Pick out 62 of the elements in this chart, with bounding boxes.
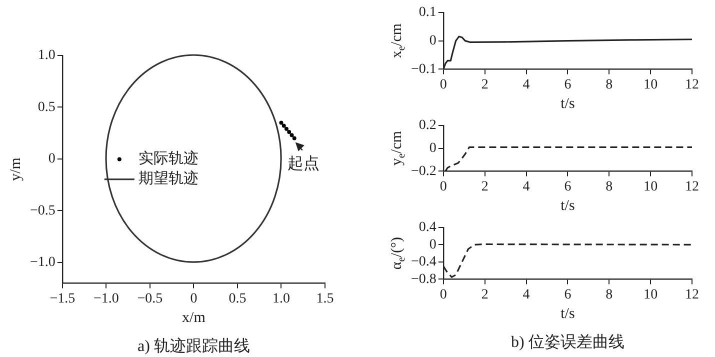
y-tick-label: −0.1 bbox=[410, 62, 436, 77]
y-axis-title: ye/cm bbox=[388, 130, 408, 166]
y-tick-label: 0.4 bbox=[418, 220, 436, 236]
y-tick-label: 0 bbox=[48, 152, 56, 167]
y-tick-label: 0 bbox=[429, 140, 436, 156]
x-tick-label: 6 bbox=[564, 77, 572, 92]
x-tick-label: 2 bbox=[481, 77, 488, 92]
x-tick-label: 10 bbox=[644, 77, 658, 92]
point bbox=[292, 136, 296, 140]
x-tick-label: 6 bbox=[564, 179, 572, 194]
y-tick-label: 1.0 bbox=[38, 48, 56, 64]
point bbox=[284, 126, 288, 131]
x-tick-label: 12 bbox=[685, 77, 699, 92]
x-tick-label: −1.5 bbox=[50, 291, 76, 306]
y-tick-label: −0.4 bbox=[410, 254, 436, 270]
x-tick-label: 1.5 bbox=[316, 291, 334, 306]
x-tick-label: 8 bbox=[606, 77, 613, 92]
x-tick-label: 10 bbox=[644, 287, 658, 302]
x-tick-label: 0 bbox=[440, 77, 447, 92]
x-tick-label: −1.0 bbox=[93, 291, 119, 306]
x-tick-label: 12 bbox=[685, 179, 699, 194]
legend-label: 实际轨迹 bbox=[138, 150, 198, 168]
y-axis-title: y/m bbox=[8, 157, 24, 181]
x-tick-label: 4 bbox=[522, 77, 530, 92]
y-tick-label: 0 bbox=[429, 33, 436, 48]
x-tick-label: 10 bbox=[644, 179, 658, 194]
x-tick-label: 6 bbox=[564, 287, 572, 302]
y-tick-label: −1.0 bbox=[30, 255, 56, 270]
y-axis-title: αe/(°) bbox=[388, 236, 408, 270]
y-tick-label: −0.2 bbox=[410, 164, 436, 179]
y-tick-label: 0.2 bbox=[418, 118, 436, 134]
y-tick-label: −0.8 bbox=[410, 272, 436, 287]
text: a) 轨迹跟踪曲线 bbox=[137, 337, 250, 356]
x-tick-label: 0 bbox=[190, 291, 198, 306]
x-tick-label: 2 bbox=[481, 287, 488, 302]
x-axis-title: x/m bbox=[182, 310, 206, 326]
annotation: 起点 bbox=[287, 154, 320, 172]
x-tick-label: 0.5 bbox=[228, 291, 246, 306]
y-axis-title: xe/cm bbox=[388, 23, 408, 58]
point bbox=[290, 133, 294, 138]
y-tick-label: 0 bbox=[429, 237, 436, 252]
x-tick-label: 2 bbox=[481, 179, 488, 194]
x-axis-title: t/s bbox=[560, 96, 575, 112]
x-tick-label: 0 bbox=[440, 179, 447, 194]
x-axis-title: t/s bbox=[560, 198, 575, 214]
x-tick-label: 8 bbox=[606, 287, 613, 302]
point bbox=[279, 120, 284, 125]
annotation: 期望轨迹 bbox=[138, 170, 198, 188]
x-tick-label: 4 bbox=[522, 179, 530, 194]
x-tick-label: 8 bbox=[606, 179, 613, 194]
x-axis-title: t/s bbox=[560, 306, 575, 322]
y-tick-label: 0.1 bbox=[418, 5, 436, 20]
x-tick-label: 4 bbox=[522, 287, 530, 302]
y-tick-label: −0.5 bbox=[30, 203, 56, 218]
x-tick-label: 12 bbox=[685, 287, 699, 302]
point bbox=[287, 130, 292, 134]
point bbox=[282, 124, 286, 128]
x-tick-label: 1.0 bbox=[272, 291, 290, 306]
x-tick-label: −0.5 bbox=[137, 291, 163, 306]
text: b) 位姿误差曲线 bbox=[511, 333, 624, 352]
x-tick-label: 0 bbox=[440, 287, 447, 302]
y-tick-label: 0.5 bbox=[38, 100, 56, 115]
